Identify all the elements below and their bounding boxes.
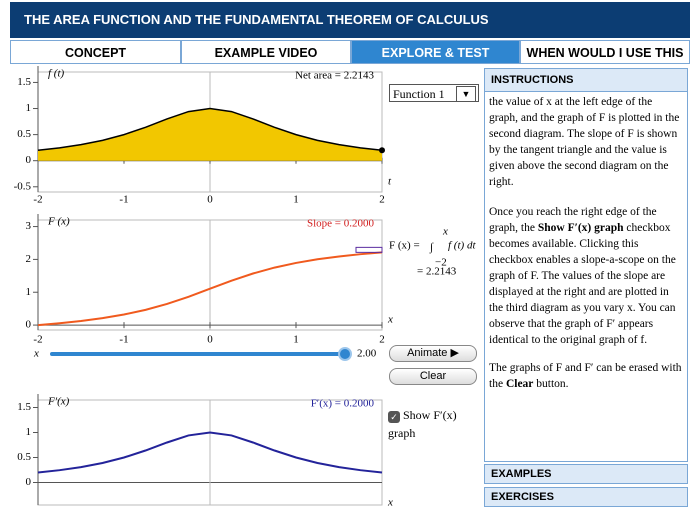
slider-value: 2.00 bbox=[357, 348, 377, 360]
tab[interactable]: EXAMPLE VIDEO bbox=[181, 40, 351, 64]
slider-knob bbox=[338, 347, 352, 361]
y-tick-label: -0.5 bbox=[14, 180, 32, 192]
x-axis-label: x bbox=[387, 314, 393, 326]
checkbox[interactable]: ✓ Show F′(x) graph bbox=[388, 406, 484, 442]
dropdown[interactable]: Function 1 ▼ bbox=[389, 84, 479, 102]
section-examples[interactable]: EXAMPLES bbox=[484, 464, 688, 484]
checkbox-label: graph bbox=[388, 426, 416, 440]
text: checkbox becomes available. Clicking thi… bbox=[489, 222, 676, 346]
curve bbox=[37, 251, 383, 327]
text: The graphs of F and F′ can be erased wit… bbox=[489, 362, 682, 390]
x-tick-label: -1 bbox=[119, 334, 128, 346]
x-tick-label: 2 bbox=[379, 334, 385, 346]
endpoint bbox=[379, 147, 385, 154]
checkbox-label: Show F′(x) bbox=[403, 408, 457, 422]
annotation: Net area = 2.2143 bbox=[295, 70, 374, 82]
text: Show F′(x) graph bbox=[537, 222, 624, 234]
instructions-text: Once you reach the right edge of the gra… bbox=[485, 202, 687, 348]
y-tick-label: 0 bbox=[26, 476, 32, 488]
instructions-title: INSTRUCTIONS bbox=[485, 69, 687, 92]
formula: = 2.2143 bbox=[417, 266, 457, 278]
x-tick-label: 1 bbox=[293, 334, 299, 346]
formula: ∫ bbox=[429, 242, 434, 254]
x-tick-label: 2 bbox=[379, 194, 385, 206]
x-tick-label: -2 bbox=[33, 194, 42, 206]
y-axis-label: F (x) bbox=[47, 216, 70, 228]
text: Once you reach the right edge of the gra… bbox=[489, 206, 657, 234]
formula: x bbox=[442, 226, 448, 238]
formula: f (t) dt bbox=[448, 240, 476, 252]
y-tick-label: 0 bbox=[26, 154, 32, 166]
tab[interactable]: EXPLORE & TEST bbox=[351, 40, 520, 64]
curve bbox=[37, 431, 383, 474]
annotation: F′(x) = 0.2000 bbox=[311, 398, 375, 410]
tab[interactable]: CONCEPT bbox=[10, 40, 181, 64]
area-fill bbox=[38, 108, 382, 161]
x-axis-label: x bbox=[387, 497, 393, 509]
y-tick-label: 0.5 bbox=[17, 128, 31, 140]
x-tick-label: -1 bbox=[119, 194, 128, 206]
y-tick-label: 1.5 bbox=[17, 401, 31, 413]
y-tick-label: 1 bbox=[26, 286, 32, 298]
y-tick-label: 1 bbox=[26, 102, 32, 114]
charts: f (t) t Net area = 2.2143 -0.5 0 0.5 1 1.5 -2 -1 0… bbox=[14, 66, 476, 509]
x-axis-label: t bbox=[388, 176, 392, 188]
header-title: THE AREA FUNCTION AND THE FUNDAMENTAL TH… bbox=[10, 2, 690, 38]
y-tick-label: 0 bbox=[26, 319, 32, 331]
x-tick-label: -2 bbox=[33, 334, 42, 346]
y-tick-label: 1 bbox=[26, 426, 32, 438]
x-tick-label: 0 bbox=[207, 194, 213, 206]
y-axis-label: F′(x) bbox=[47, 396, 70, 408]
formula: F (x) = bbox=[389, 240, 420, 252]
y-tick-label: 0.5 bbox=[17, 451, 31, 463]
paragraph: the value of x at the left edge of the g… bbox=[489, 96, 680, 188]
tangent-triangle bbox=[355, 246, 383, 253]
tab[interactable]: WHEN WOULD I USE THIS bbox=[520, 40, 690, 64]
text: button. bbox=[533, 378, 569, 390]
text: Clear bbox=[505, 378, 534, 390]
clear-button[interactable]: Clear bbox=[389, 368, 477, 385]
curve bbox=[37, 107, 383, 152]
y-axis-label: f (t) bbox=[48, 68, 65, 80]
instructions-text: the value of x at the left edge of the g… bbox=[485, 92, 687, 190]
x-tick-label: 0 bbox=[207, 334, 213, 346]
button-label: Clear bbox=[419, 370, 447, 382]
section-exercises[interactable]: EXERCISES bbox=[484, 487, 688, 507]
dropdown-label: Function 1 bbox=[393, 87, 445, 101]
slider-label: x bbox=[33, 348, 39, 360]
instructions-panel: INSTRUCTIONS the value of x at the left … bbox=[484, 68, 688, 462]
annotation: Slope = 0.2000 bbox=[307, 218, 375, 230]
x-tick-label: 1 bbox=[293, 194, 299, 206]
checkbox-box: ✓ bbox=[388, 411, 400, 423]
dropdown-arrow: ▼ bbox=[456, 86, 476, 102]
y-tick-label: 2 bbox=[26, 253, 32, 265]
y-tick-label: 3 bbox=[26, 220, 32, 232]
instructions-text: The graphs of F and F′ can be erased wit… bbox=[485, 358, 687, 392]
y-tick-label: 1.5 bbox=[17, 76, 31, 88]
formula: −2 bbox=[435, 257, 447, 269]
button-label: Animate bbox=[407, 347, 448, 359]
animate-button[interactable]: Animate ▶ bbox=[389, 345, 477, 362]
